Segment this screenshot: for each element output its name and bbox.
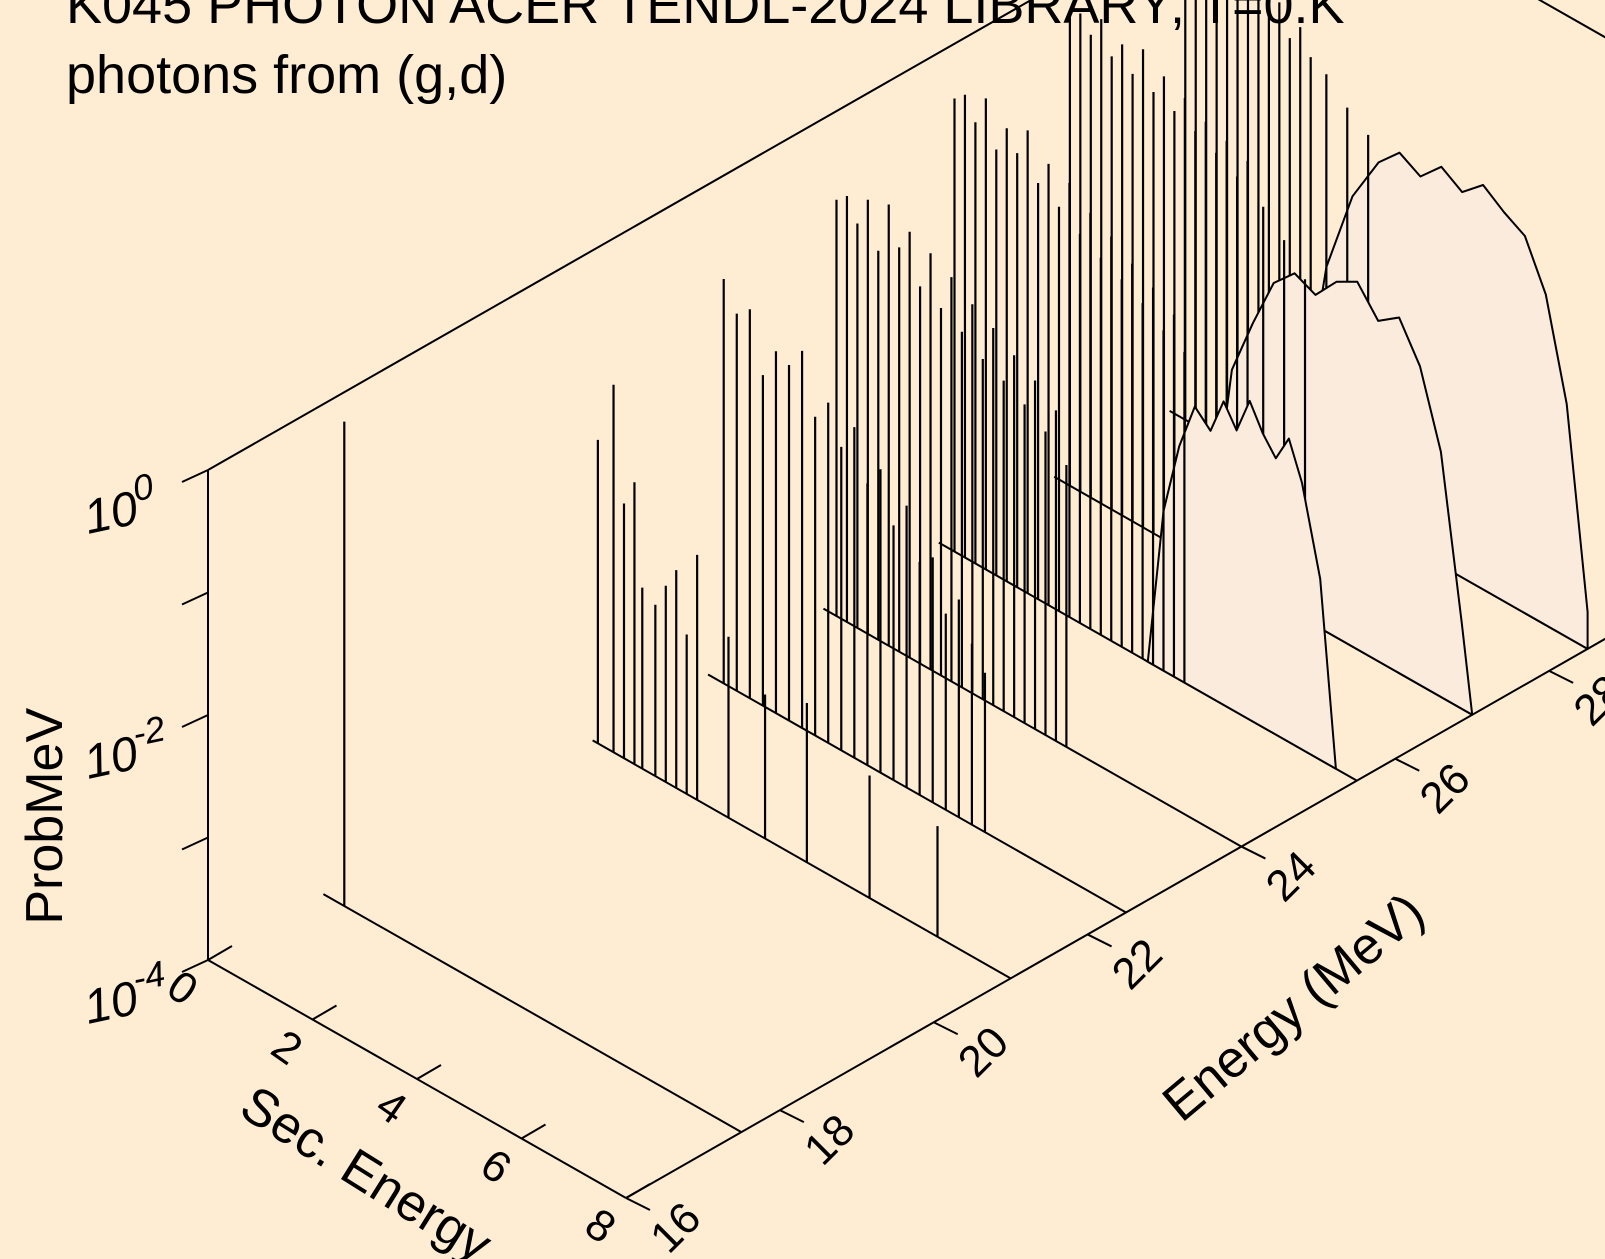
curve-baseline (592, 739, 1012, 980)
x-tick (207, 945, 233, 961)
y-tick-label: 20 (949, 1017, 1018, 1086)
y-tick (1394, 757, 1420, 772)
y-tick (1087, 933, 1113, 948)
x-tick (311, 1004, 338, 1021)
x-tick (520, 1123, 547, 1140)
z-tick-label: 10-4 (77, 952, 174, 1034)
z-axis-title: ProbMeV (16, 708, 74, 925)
y-tick-label: 28 (1564, 666, 1605, 735)
y-tick-label: 16 (641, 1193, 710, 1259)
x-axis-title: Sec. Energy (231, 1075, 502, 1259)
z-tick (181, 591, 209, 606)
y-axis-title: Energy (MeV) (1152, 882, 1435, 1133)
curve-17.5 (322, 421, 742, 1133)
z-tick (181, 836, 209, 851)
curve-baseline (707, 673, 1127, 914)
curve-22.5 (707, 279, 1127, 914)
x-tick-label: 6 (472, 1140, 520, 1194)
x-tick-label: 4 (367, 1080, 415, 1134)
y-tick-label: 24 (1257, 842, 1326, 911)
z-tick-label: 10-2 (77, 707, 174, 789)
y-axis-line (625, 637, 1605, 1199)
curve-baseline (322, 893, 742, 1133)
z-tick (181, 469, 209, 483)
y-tick (625, 1197, 651, 1211)
curve-25.5 (938, 94, 1358, 782)
y-tick-label: 22 (1103, 930, 1172, 999)
x-tick (416, 1064, 442, 1080)
x-tick-label: 2 (263, 1021, 311, 1075)
z-ticks: 10-4 10-2 100 (77, 465, 209, 1035)
y-tick (779, 1109, 805, 1124)
y-tick-label: 18 (795, 1105, 864, 1174)
z-tick-label: 100 (77, 465, 163, 545)
z-tick (181, 959, 209, 973)
y-tick-label: 26 (1410, 754, 1479, 823)
y-tick (933, 1021, 959, 1036)
right-top-edge (1537, 0, 1605, 39)
x-tick (625, 1183, 651, 1199)
curve-21 (592, 384, 1012, 980)
chart-title: K045 PHOTON ACER TENDL-2024 LIBRARY; T=0… (66, 0, 1345, 35)
y-tick (1548, 669, 1574, 684)
z-tick (181, 714, 209, 728)
y-tick (1240, 845, 1266, 860)
chart-subtitle: photons from (g,d) (66, 45, 508, 105)
back-top-edge (207, 0, 1034, 471)
x-tick-label: 8 (576, 1199, 624, 1253)
continuum-spectrum (1210, 272, 1474, 716)
